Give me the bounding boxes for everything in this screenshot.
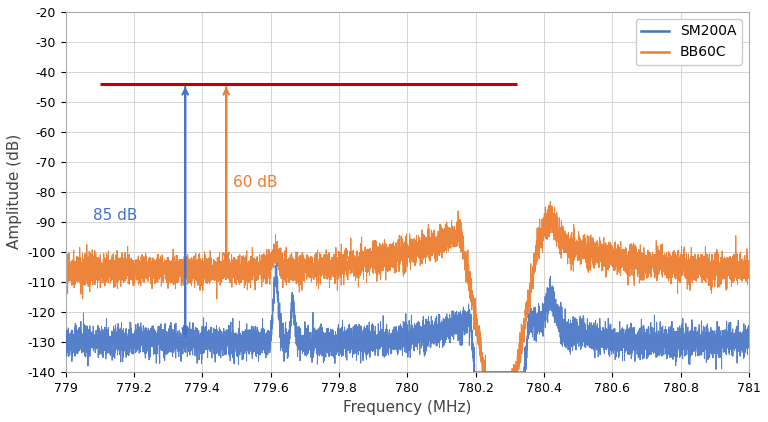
Y-axis label: Amplitude (dB): Amplitude (dB) bbox=[7, 134, 22, 249]
Legend: SM200A, BB60C: SM200A, BB60C bbox=[636, 19, 742, 65]
X-axis label: Frequency (MHz): Frequency (MHz) bbox=[343, 400, 472, 415]
Text: 85 dB: 85 dB bbox=[93, 208, 137, 223]
Text: 60 dB: 60 dB bbox=[233, 176, 277, 190]
